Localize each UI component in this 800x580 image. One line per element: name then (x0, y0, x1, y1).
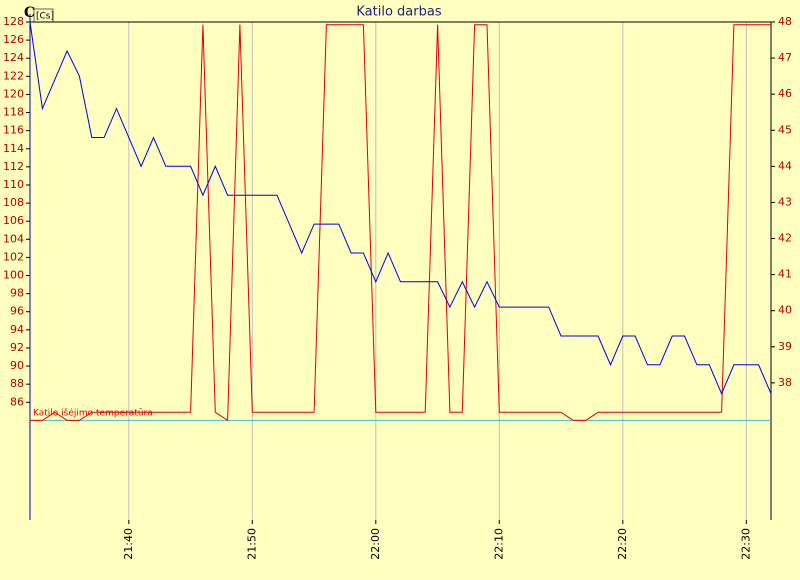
y2-tick-label: 46 (778, 87, 792, 100)
y2-tick-label: 38 (778, 376, 792, 389)
series-line (29, 21, 772, 395)
y2-tick-label: 48 (778, 15, 792, 28)
y-tick-label: 126 (3, 33, 24, 46)
y-tick-label: 104 (3, 232, 24, 245)
series-line (30, 24, 771, 422)
y-tick-label: 116 (3, 124, 24, 137)
y-tick-label: 102 (3, 250, 24, 263)
y-tick-label: 120 (3, 87, 24, 100)
chart-title: Katilo darbas (356, 5, 441, 20)
y-tick-label: 86 (10, 395, 24, 408)
y-tick-label: 122 (3, 69, 24, 82)
y-tick-label: 110 (3, 178, 24, 191)
y-tick-label: 114 (3, 142, 24, 155)
y-tick-label: 112 (3, 160, 24, 173)
y-tick-label: 88 (10, 377, 24, 390)
series-label: Katilo išėjimo temperatūra (33, 408, 153, 419)
y-tick-label: 96 (10, 305, 24, 318)
y2-tick-label: 45 (778, 123, 792, 136)
y-axis-label: C (24, 5, 35, 21)
y-tick-label: 90 (10, 359, 24, 372)
x-tick-label: 22:00 (369, 528, 382, 560)
unit-label: [Cs] (36, 12, 54, 22)
y2-tick-label: 44 (778, 159, 792, 172)
x-tick-label: 21:50 (245, 528, 258, 560)
x-tick-label: 22:10 (492, 528, 505, 560)
y-tick-label: 108 (3, 196, 24, 209)
y2-tick-label: 39 (778, 340, 792, 353)
y-tick-label: 98 (10, 287, 24, 300)
y-tick-label: 92 (10, 341, 24, 354)
y2-tick-label: 40 (778, 304, 792, 317)
y-tick-label: 106 (3, 214, 24, 227)
x-tick-label: 22:20 (616, 528, 629, 560)
y-tick-label: 118 (3, 106, 24, 119)
y-tick-label: 94 (10, 323, 24, 336)
y2-tick-label: 42 (778, 232, 792, 245)
y2-tick-label: 41 (778, 268, 792, 281)
x-tick-label: 21:40 (122, 528, 135, 560)
y2-tick-label: 47 (778, 51, 792, 64)
y-tick-label: 100 (3, 269, 24, 282)
y-tick-label: 128 (3, 15, 24, 28)
y-tick-label: 124 (3, 51, 24, 64)
x-tick-label: 22:30 (739, 528, 752, 560)
y2-tick-label: 43 (778, 195, 792, 208)
